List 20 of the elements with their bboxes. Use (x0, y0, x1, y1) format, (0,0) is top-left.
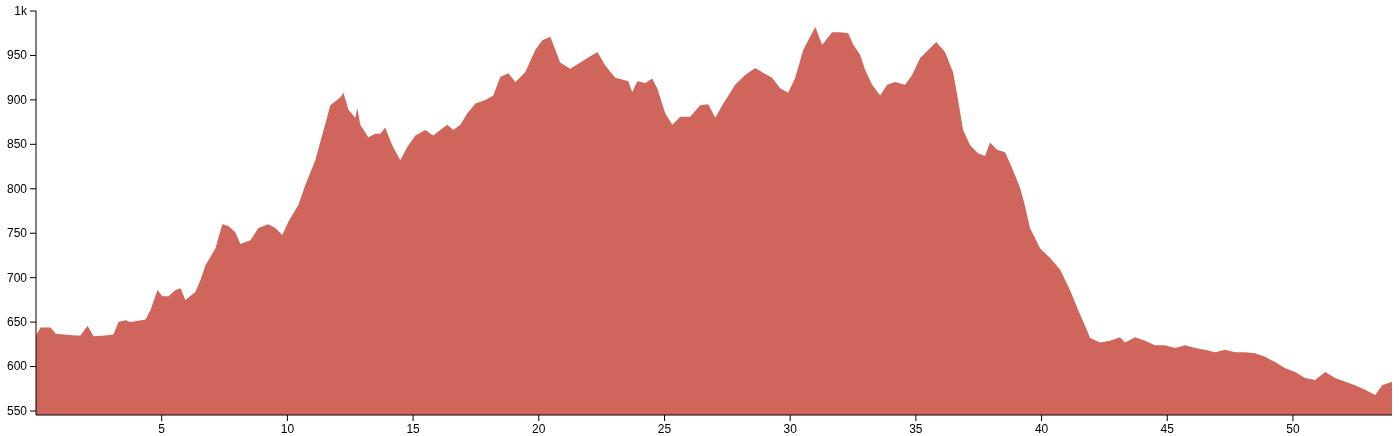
x-tick-label: 10 (280, 422, 295, 436)
y-tick-label: 1k (14, 3, 28, 18)
y-tick-label: 750 (6, 226, 28, 241)
y-tick-label: 550 (6, 403, 28, 418)
x-tick-label: 40 (1034, 422, 1049, 436)
x-tick-label: 15 (406, 422, 421, 436)
x-tick-label: 5 (158, 422, 166, 436)
x-tick-label: 20 (532, 422, 546, 436)
y-tick-label: 600 (6, 359, 28, 374)
x-tick-label: 45 (1160, 422, 1175, 436)
x-tick-label: 25 (657, 422, 672, 436)
y-tick-label: 850 (6, 137, 28, 152)
x-tick-label: 30 (783, 422, 798, 436)
y-tick-label: 800 (6, 181, 28, 196)
x-tick-label: 50 (1286, 422, 1300, 436)
x-tick-label: 35 (909, 422, 923, 436)
y-tick-label: 950 (6, 48, 28, 63)
y-tick-label: 650 (6, 314, 28, 329)
y-tick-label: 700 (6, 270, 28, 285)
y-tick-label: 900 (6, 92, 28, 107)
